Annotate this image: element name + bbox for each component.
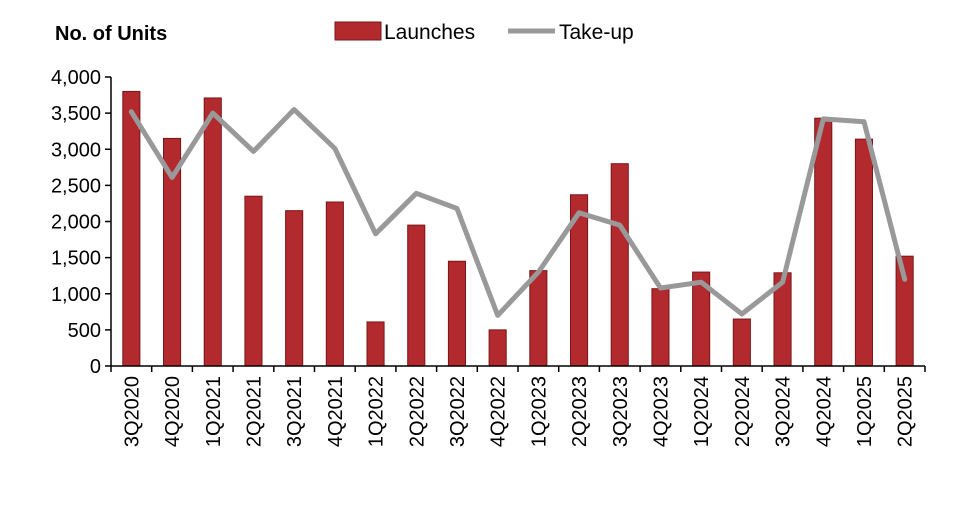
- y-tick-label: 0: [90, 356, 101, 378]
- bar-launches-2Q2021: [245, 196, 262, 366]
- bar-launches-1Q2021: [204, 98, 221, 366]
- x-tick-label-1Q2021: 1Q2021: [203, 376, 225, 447]
- x-tick-label-1Q2023: 1Q2023: [528, 376, 550, 447]
- x-tick-label-1Q2025: 1Q2025: [854, 376, 876, 447]
- bar-launches-4Q2022: [489, 330, 506, 366]
- x-tick-label-3Q2021: 3Q2021: [284, 376, 306, 447]
- legend: Launches Take-up: [335, 21, 634, 44]
- bar-launches-3Q2023: [611, 164, 628, 366]
- y-tick-label: 2,000: [51, 212, 101, 234]
- x-tick-label-1Q2024: 1Q2024: [691, 376, 713, 447]
- y-axis-ticks: 0 500 1,000 1,500 2,000 2,500 3,000 3,500 4,000: [51, 67, 111, 378]
- x-tick-label-4Q2023: 4Q2023: [650, 376, 672, 447]
- legend-swatch-launches: [335, 22, 381, 40]
- bar-launches-1Q2023: [530, 271, 547, 366]
- bar-launches-3Q2021: [286, 211, 303, 366]
- x-tick-label-4Q2021: 4Q2021: [325, 376, 347, 447]
- x-tick-label-4Q2022: 4Q2022: [488, 376, 510, 447]
- y-tick-label: 1,000: [51, 284, 101, 306]
- bar-launches-2Q2022: [408, 225, 425, 366]
- x-tick-label-3Q2020: 3Q2020: [121, 376, 143, 447]
- bar-launches-4Q2024: [815, 118, 832, 366]
- x-tick-label-2Q2021: 2Q2021: [243, 376, 265, 447]
- x-tick-label-2Q2024: 2Q2024: [732, 376, 754, 447]
- bar-launches-2Q2024: [733, 319, 750, 366]
- bar-launches-3Q2020: [123, 91, 140, 366]
- x-tick-label-3Q2022: 3Q2022: [447, 376, 469, 447]
- x-axis-ticks: 3Q2020 4Q2020 1Q2021 2Q2021 3Q2021 4Q2021 1Q20…: [111, 366, 925, 447]
- y-tick-label: 4,000: [51, 67, 101, 89]
- x-tick-label-3Q2024: 3Q2024: [773, 376, 795, 447]
- legend-label-take-up: Take-up: [559, 21, 634, 44]
- y-tick-label: 1,500: [51, 248, 101, 270]
- x-tick-label-2Q2025: 2Q2025: [895, 376, 917, 447]
- legend-label-launches: Launches: [384, 21, 475, 44]
- bar-launches-1Q2022: [367, 322, 384, 366]
- x-tick-label-4Q2024: 4Q2024: [813, 376, 835, 447]
- bar-launches-4Q2021: [326, 202, 343, 366]
- x-tick-label-1Q2022: 1Q2022: [366, 376, 388, 447]
- bar-launches-3Q2022: [448, 261, 465, 366]
- x-tick-label-2Q2023: 2Q2023: [569, 376, 591, 447]
- y-tick-label: 500: [68, 320, 101, 342]
- x-tick-label-2Q2022: 2Q2022: [406, 376, 428, 447]
- y-tick-label: 3,000: [51, 139, 101, 161]
- bar-launches-1Q2025: [855, 139, 872, 366]
- x-tick-label-4Q2020: 4Q2020: [162, 376, 184, 447]
- bar-launches-4Q2023: [652, 289, 669, 366]
- axes: [111, 77, 925, 366]
- x-tick-label-3Q2023: 3Q2023: [610, 376, 632, 447]
- y-axis-title: No. of Units: [55, 23, 167, 45]
- y-tick-label: 2,500: [51, 175, 101, 197]
- y-tick-label: 3,500: [51, 103, 101, 125]
